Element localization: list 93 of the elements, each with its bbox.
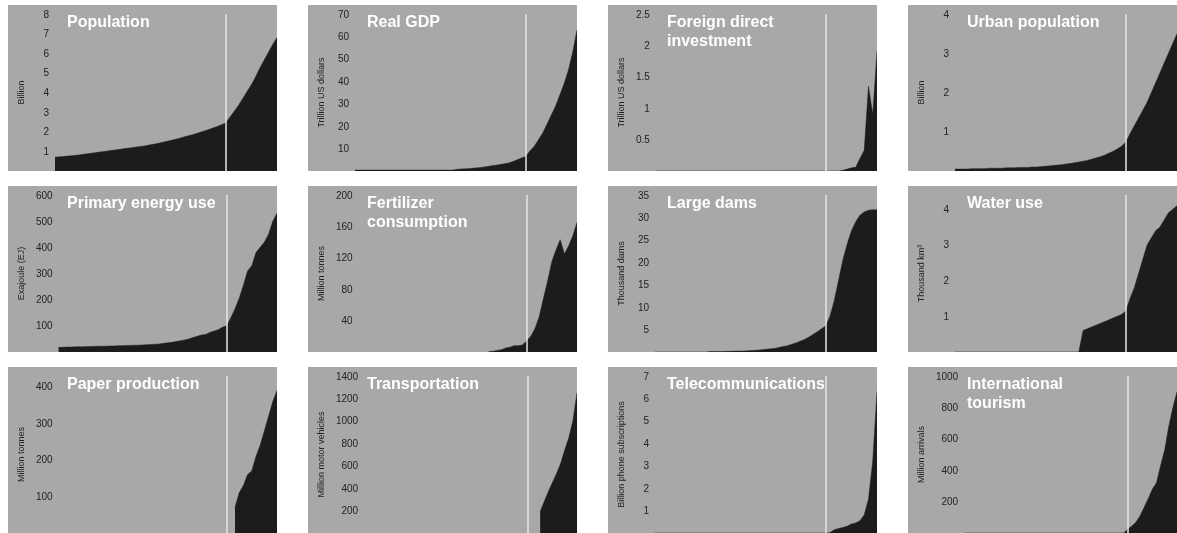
y-tick-label: 1000 [335, 415, 359, 427]
y-tick-label: 600 [941, 433, 959, 445]
y-tick-label: 35 [637, 189, 650, 201]
y-tick-label: 2.5 [635, 8, 651, 20]
y-tick-label: 400 [35, 381, 54, 393]
y-axis-title: Million tonnes [315, 245, 326, 302]
y-tick-label: 1 [643, 505, 650, 517]
y-tick-label: 1 [943, 126, 950, 138]
y-axis-title: Exajoule (EJ) [15, 246, 26, 301]
chart-title: Water use [967, 194, 1043, 211]
y-tick-label: 4 [943, 203, 950, 215]
y-tick-label: 2 [643, 482, 650, 494]
y-tick-label: 8 [43, 8, 50, 20]
y-tick-label: 25 [637, 234, 650, 246]
y-axis-title: Trillion US dollars [315, 56, 326, 128]
chart-title: Telecommunications [667, 375, 826, 392]
y-axis-title: Billion phone subscriptions [615, 400, 626, 508]
y-tick-label: 0.5 [635, 134, 651, 146]
y-tick-label: 1200 [335, 392, 359, 404]
y-tick-label: 3 [943, 239, 950, 251]
y-tick-label: 10 [337, 143, 350, 155]
y-axis-title: Thousand dams [615, 240, 626, 306]
y-axis-title: Million tonnes [15, 426, 26, 483]
y-tick-label: 30 [637, 211, 650, 223]
y-tick-label: 4 [43, 87, 50, 98]
y-tick-label: 800 [341, 437, 359, 449]
y-axis-title: Billion [15, 80, 26, 105]
y-axis-title: Million motor vehicles [315, 410, 326, 498]
y-tick-label: 300 [35, 417, 54, 429]
y-tick-label: 200 [35, 454, 54, 466]
y-axis-title: Thousand km³ [915, 244, 926, 303]
y-tick-label: 2 [943, 87, 950, 98]
y-tick-label: 400 [35, 241, 54, 253]
chart-title: Transportation [367, 375, 480, 392]
chart-title: Paper production [67, 375, 200, 392]
y-tick-label: 1000 [935, 370, 959, 382]
text: Foreign direct investment [667, 13, 779, 49]
y-tick-label: 20 [337, 120, 350, 132]
chart-title: Real GDP [367, 13, 441, 30]
y-tick-label: 10 [637, 301, 650, 313]
y-tick-label: 2 [943, 275, 950, 287]
y-tick-label: 80 [341, 283, 354, 295]
y-tick-label: 600 [341, 460, 359, 472]
y-tick-label: 1.5 [635, 71, 651, 83]
chart-title: Primary energy use [67, 194, 216, 211]
y-tick-label: 4 [943, 8, 950, 20]
y-tick-label: 2 [644, 39, 651, 51]
chart-title: Population [67, 13, 150, 30]
y-tick-label: 800 [941, 401, 959, 413]
y-tick-label: 500 [35, 215, 54, 227]
y-tick-label: 1400 [335, 370, 359, 382]
y-axis-title: Billion [915, 80, 926, 105]
y-tick-label: 3 [43, 106, 50, 118]
text: Fertilizer consumption [367, 194, 468, 230]
y-tick-label: 100 [35, 320, 54, 332]
y-tick-label: 1 [644, 102, 651, 114]
chart-title: Urban population [967, 13, 1100, 30]
y-tick-label: 120 [335, 252, 354, 264]
y-tick-label: 20 [637, 256, 650, 268]
y-tick-label: 160 [335, 220, 354, 232]
y-tick-label: 200 [341, 505, 359, 517]
y-tick-label: 3 [943, 47, 950, 59]
y-tick-label: 40 [337, 75, 350, 87]
y-tick-label: 5 [43, 67, 50, 79]
y-tick-label: 70 [337, 8, 350, 20]
y-tick-label: 60 [337, 30, 350, 42]
y-axis-title: Trillion US dollars [615, 56, 626, 128]
y-tick-label: 40 [341, 315, 354, 327]
y-tick-label: 2 [43, 126, 50, 138]
y-tick-label: 50 [337, 53, 350, 65]
y-tick-label: 200 [941, 496, 959, 508]
y-tick-label: 7 [43, 28, 50, 40]
y-tick-label: 5 [643, 415, 650, 427]
y-tick-label: 200 [335, 189, 354, 201]
y-tick-label: 1 [43, 145, 50, 157]
y-tick-label: 600 [35, 189, 54, 201]
y-tick-label: 4 [643, 437, 650, 449]
y-tick-label: 3 [643, 460, 650, 472]
y-tick-label: 7 [643, 370, 650, 382]
y-tick-label: 5 [643, 324, 650, 336]
y-axis-title: Million arrivals [915, 425, 926, 484]
y-tick-label: 6 [643, 392, 650, 404]
y-tick-label: 30 [337, 98, 350, 110]
y-tick-label: 300 [35, 268, 54, 279]
y-tick-label: 400 [941, 464, 959, 476]
y-tick-label: 100 [35, 490, 54, 502]
y-tick-label: 15 [637, 279, 650, 291]
y-tick-label: 200 [35, 294, 54, 306]
y-tick-label: 6 [43, 47, 50, 59]
y-tick-label: 400 [341, 482, 359, 494]
y-tick-label: 1 [943, 310, 950, 322]
text: International tourism [967, 375, 1068, 411]
chart-title: Large dams [667, 194, 757, 211]
